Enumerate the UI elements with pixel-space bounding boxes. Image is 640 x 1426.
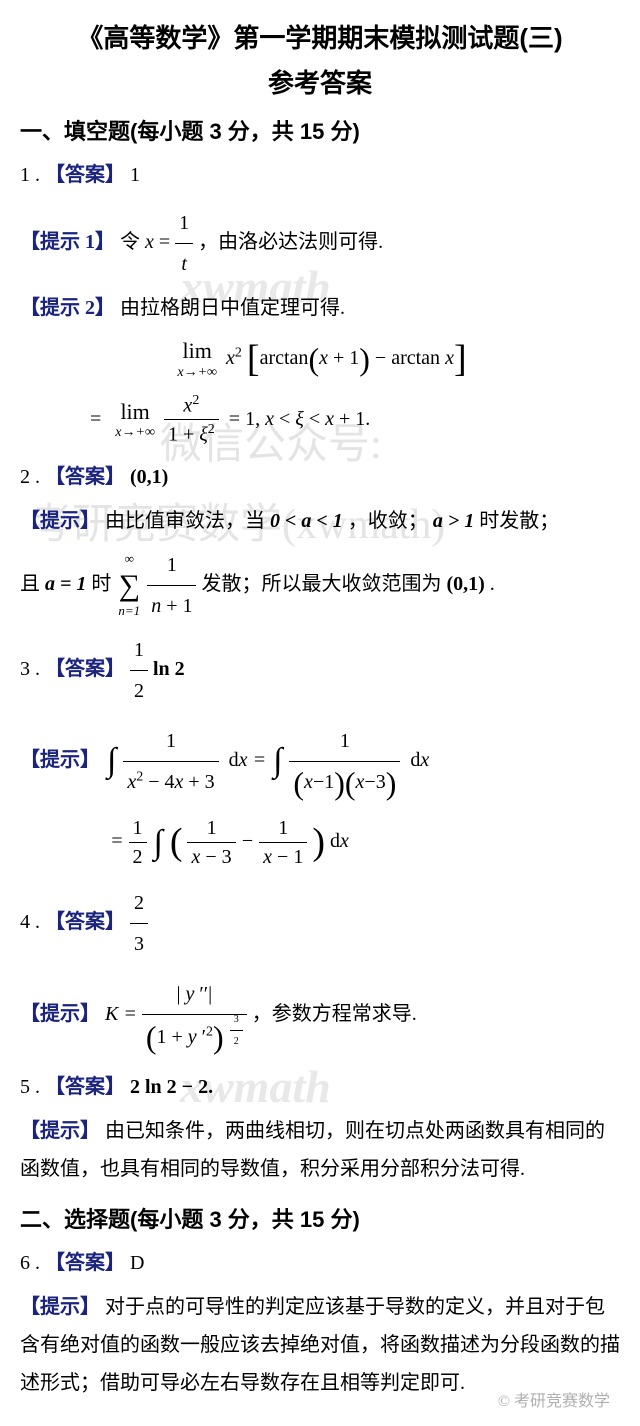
hint-text: 且 [20,573,40,595]
q1-formula-2: = limx→+∞ x2 1 + ξ2 = 1, x < ξ < x + 1. [20,392,620,448]
section-heading: 二、选择题(每小题 3 分，共 15 分) [20,1202,620,1234]
section-heading: 一、填空题(每小题 3 分，共 15 分) [20,114,620,146]
hint-text: 由拉格朗日中值定理可得. [120,297,345,319]
math-inline: a = 1 [45,573,86,595]
math-inline: x = 1t [145,231,198,253]
q-number: 4 . [20,911,40,933]
hint-label: 【提示】 [20,749,100,771]
answer-value: 12 ln 2 [130,658,185,680]
answer-value: D [130,1252,144,1274]
hint-text: ，收敛； [348,510,428,532]
q1-formula-1: limx→+∞ x2 [arctan(x + 1) − arctan x] [20,337,620,382]
hint-text: . [490,573,495,595]
q-number: 1 . [20,164,40,186]
answer-label: 【答案】 [45,466,125,488]
answer-value: 2 ln 2 − 2. [130,1076,213,1098]
q-number: 3 . [20,658,40,680]
hint-text: 由已知条件，两曲线相切，则在切点处两函数具有相同的函数值，也具有相同的导数值，积… [20,1120,605,1180]
answer-label: 【答案】 [45,911,125,933]
answer-label: 【答案】 [45,164,125,186]
q-number: 2 . [20,466,40,488]
q2-hint: 【提示】 由比值审敛法，当 0 < a < 1 ，收敛； a > 1 时发散； [20,502,620,540]
document-body: 《高等数学》第一学期期末模拟测试题(三) 参考答案 一、填空题(每小题 3 分，… [20,18,620,1402]
hint-label: 【提示】 [20,510,100,532]
q1-hint2: 【提示 2】 由拉格朗日中值定理可得. [20,289,620,327]
question-2: 2 . 【答案】 (0,1) [20,458,620,496]
q5-hint: 【提示】 由已知条件，两曲线相切，则在切点处两函数具有相同的函数值，也具有相同的… [20,1112,620,1188]
question-6: 6 . 【答案】 D [20,1244,620,1282]
hint-text: 对于点的可导性的判定应该基于导数的定义，并且对于包含有绝对值的函数一般应该去掉绝… [20,1296,620,1394]
hint-text: 令 [120,231,140,253]
math-inline: (0,1) [446,573,484,595]
q6-hint: 【提示】 对于点的可导性的判定应该基于导数的定义，并且对于包含有绝对值的函数一般… [20,1288,620,1402]
q1-hint1: 【提示 1】 令 x = 1t ，由洛必达法则可得. [20,204,620,283]
answer-label: 【答案】 [45,658,125,680]
hint-text: 时发散； [479,510,559,532]
hint-text: ，参数方程常求导. [252,1003,417,1025]
doc-title: 《高等数学》第一学期期末模拟测试题(三) [20,18,620,55]
answer-value: 23 [130,911,148,933]
q2-hint-cont: 且 a = 1 时 ∞∑n=1 1n + 1 发散；所以最大收敛范围为 (0,1… [20,546,620,625]
hint-label: 【提示】 [20,1296,100,1318]
math-inline: K = | y ′′| (1 + y ′2) 32 [105,1003,252,1025]
hint-text: ，由洛必达法则可得. [198,231,383,253]
question-1: 1 . 【答案】 1 [20,156,620,194]
answer-label: 【答案】 [45,1252,125,1274]
hint-label: 【提示 1】 [20,231,115,253]
hint-label: 【提示】 [20,1003,100,1025]
answer-value: (0,1) [130,466,168,488]
q3-formula-2: = 12 ∫ ( 1x − 3 − 1x − 1 ) dx [20,815,620,870]
q4-hint: 【提示】 K = | y ′′| (1 + y ′2) 32 ，参数方程常求导. [20,975,620,1055]
answer-label: 【答案】 [45,1076,125,1098]
question-3: 3 . 【答案】 12 ln 2 [20,631,620,710]
q-number: 6 . [20,1252,40,1274]
hint-label: 【提示 2】 [20,297,115,319]
hint-text: 由比值审敛法，当 [105,510,265,532]
hint-text: 时 [91,573,111,595]
question-5: 5 . 【答案】 2 ln 2 − 2. [20,1068,620,1106]
hint-text: 发散；所以最大收敛范围为 [201,573,441,595]
math-inline: a > 1 [433,510,474,532]
math-inline: ∫ 1 x2 − 4x + 3 dx = ∫ 1 (x−1)(x−3) dx [105,749,429,771]
math-inline: ∞∑n=1 1n + 1 [116,573,201,595]
question-4: 4 . 【答案】 23 [20,884,620,963]
q-number: 5 . [20,1076,40,1098]
hint-label: 【提示】 [20,1120,100,1142]
math-inline: 0 < a < 1 [270,510,343,532]
answer-value: 1 [130,164,140,186]
q3-hint: 【提示】 ∫ 1 x2 − 4x + 3 dx = ∫ 1 (x−1)(x−3)… [20,722,620,801]
doc-subtitle: 参考答案 [20,63,620,100]
